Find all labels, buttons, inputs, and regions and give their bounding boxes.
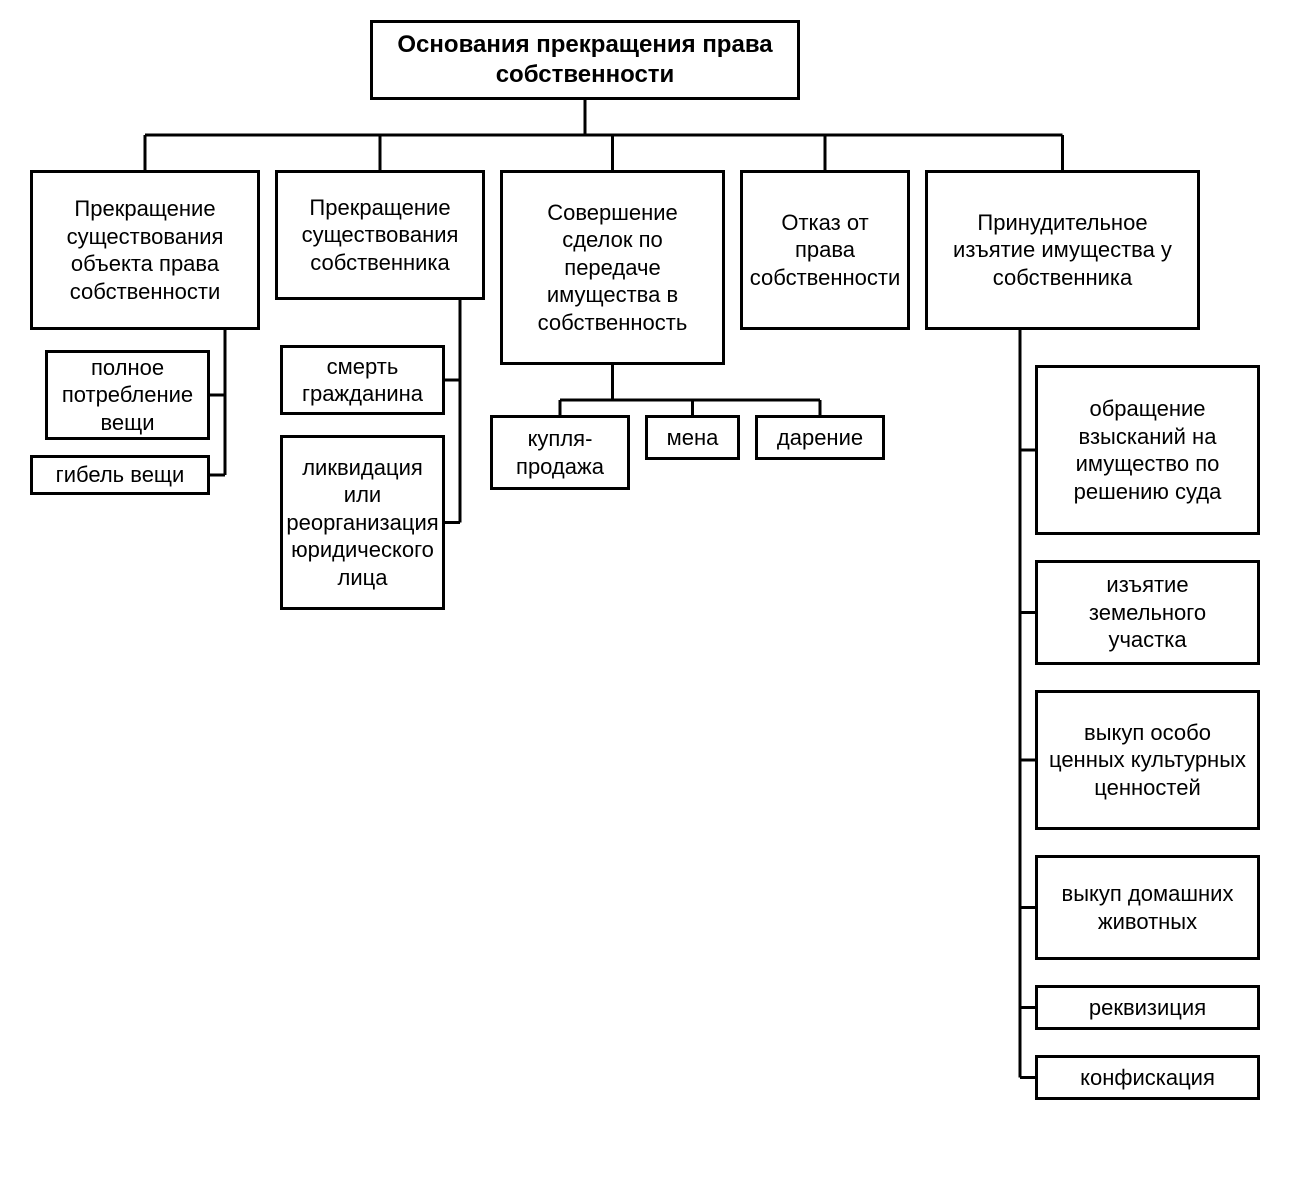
- category-3: Совершение сделок по передаче имущества …: [500, 170, 725, 365]
- leaf-5-1: обращение взысканий на имущество по реше…: [1035, 365, 1260, 535]
- leaf-3-2: мена: [645, 415, 740, 460]
- category-5: Принудительное изъятие имущества у собст…: [925, 170, 1200, 330]
- category-2: Прекращение существования собственника: [275, 170, 485, 300]
- leaf-5-4: выкуп домашних животных: [1035, 855, 1260, 960]
- category-1: Прекращение существования объекта права …: [30, 170, 260, 330]
- leaf-1-1: полное потребление вещи: [45, 350, 210, 440]
- leaf-5-6: конфискация: [1035, 1055, 1260, 1100]
- diagram-canvas: Основания прекращения права собственност…: [0, 0, 1311, 1182]
- category-4: Отказ от права собственности: [740, 170, 910, 330]
- leaf-3-3: дарение: [755, 415, 885, 460]
- root-node: Основания прекращения права собственност…: [370, 20, 800, 100]
- leaf-5-2: изъятие земельного участка: [1035, 560, 1260, 665]
- leaf-5-3: выкуп особо ценных культурных ценностей: [1035, 690, 1260, 830]
- leaf-2-2: ликвидация или реорганизация юридическог…: [280, 435, 445, 610]
- leaf-1-2: гибель вещи: [30, 455, 210, 495]
- leaf-5-5: реквизиция: [1035, 985, 1260, 1030]
- leaf-3-1: купля-продажа: [490, 415, 630, 490]
- leaf-2-1: смерть гражданина: [280, 345, 445, 415]
